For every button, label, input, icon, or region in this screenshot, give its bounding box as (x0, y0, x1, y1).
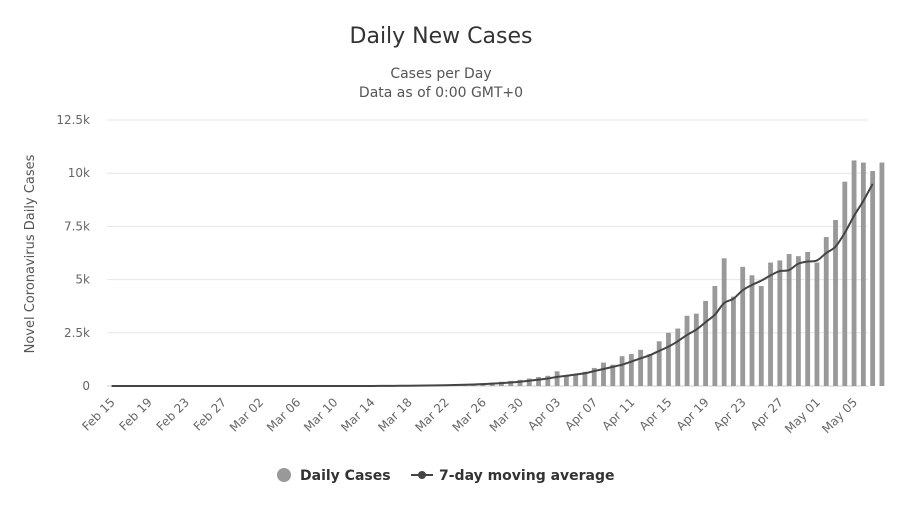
x-tick-label: Apr 19 (674, 395, 712, 433)
bar[interactable] (880, 163, 885, 386)
x-tick-label: May 05 (819, 395, 860, 436)
bar[interactable] (703, 301, 708, 386)
x-tick-label: Apr 23 (711, 395, 749, 433)
x-tick-label: Apr 15 (637, 395, 675, 433)
chart-title: Daily New Cases (350, 24, 533, 49)
bar[interactable] (768, 263, 773, 386)
y-tick-label: 5k (75, 273, 90, 287)
bar[interactable] (647, 354, 652, 386)
bar[interactable] (555, 371, 560, 386)
bar[interactable] (852, 160, 857, 386)
x-tick-label: Mar 06 (264, 395, 303, 434)
x-tick-label: May 01 (782, 395, 823, 436)
x-tick-label: Feb 23 (154, 395, 192, 433)
bar[interactable] (740, 267, 745, 386)
bar[interactable] (685, 316, 690, 386)
y-tick-label: 2.5k (64, 326, 90, 340)
bar[interactable] (722, 258, 727, 386)
bar[interactable] (638, 350, 643, 386)
x-tick-label: Feb 19 (116, 395, 154, 433)
bar[interactable] (870, 171, 875, 386)
y-tick-label: 12.5k (56, 113, 90, 127)
x-tick-label: Mar 02 (227, 395, 266, 434)
bar[interactable] (824, 237, 829, 386)
x-tick-label: Feb 27 (191, 395, 229, 433)
bar[interactable] (620, 356, 625, 386)
bar[interactable] (805, 252, 810, 386)
x-tick-label: Feb 15 (79, 395, 117, 433)
y-tick-label: 10k (68, 166, 90, 180)
bar[interactable] (675, 329, 680, 386)
line-series (112, 184, 873, 386)
legend-label-daily-cases: Daily Cases (300, 468, 391, 484)
x-tick-label: Mar 30 (487, 395, 526, 434)
bar[interactable] (712, 286, 717, 386)
x-tick-label: Mar 14 (338, 395, 377, 434)
y-axis-label: Novel Coronavirus Daily Cases (23, 154, 38, 353)
bar[interactable] (601, 363, 606, 386)
bar[interactable] (759, 286, 764, 386)
bar[interactable] (787, 254, 792, 386)
bar[interactable] (573, 374, 578, 386)
x-tick-label: Apr 03 (525, 395, 563, 433)
x-tick-label: Mar 10 (301, 395, 340, 434)
bar[interactable] (666, 333, 671, 386)
moving-average-line[interactable] (112, 184, 873, 386)
y-tick-label: 0 (82, 379, 90, 393)
x-tick-label: Mar 26 (450, 395, 489, 434)
chart-subtitle-line-2: Data as of 0:00 GMT+0 (359, 85, 523, 101)
x-tick-label: Mar 22 (412, 395, 451, 434)
chart-subtitle-line-1: Cases per Day (390, 66, 491, 82)
legend[interactable]: Daily Cases 7-day moving average (277, 468, 615, 484)
bar[interactable] (731, 297, 736, 386)
y-axis-ticks: 0 2.5k 5k 7.5k 10k 12.5k (56, 113, 90, 393)
bar[interactable] (815, 263, 820, 386)
legend-item-moving-average[interactable]: 7-day moving average (411, 468, 615, 484)
bar[interactable] (796, 256, 801, 386)
legend-label-moving-average: 7-day moving average (439, 468, 615, 484)
legend-marker-daily-cases (277, 468, 291, 482)
bar[interactable] (657, 341, 662, 386)
bar[interactable] (694, 314, 699, 386)
y-tick-label: 7.5k (64, 219, 90, 233)
x-tick-label: Apr 11 (599, 395, 637, 433)
bar-series (351, 160, 885, 386)
bar[interactable] (842, 182, 847, 386)
bar[interactable] (629, 354, 634, 386)
legend-marker-moving-average (418, 471, 426, 479)
bar[interactable] (750, 275, 755, 386)
legend-item-daily-cases[interactable]: Daily Cases (277, 468, 391, 484)
bar[interactable] (777, 260, 782, 386)
bar[interactable] (536, 377, 541, 386)
x-tick-label: Apr 07 (562, 395, 600, 433)
x-tick-label: Apr 27 (748, 395, 786, 433)
x-tick-label: Mar 18 (375, 395, 414, 434)
